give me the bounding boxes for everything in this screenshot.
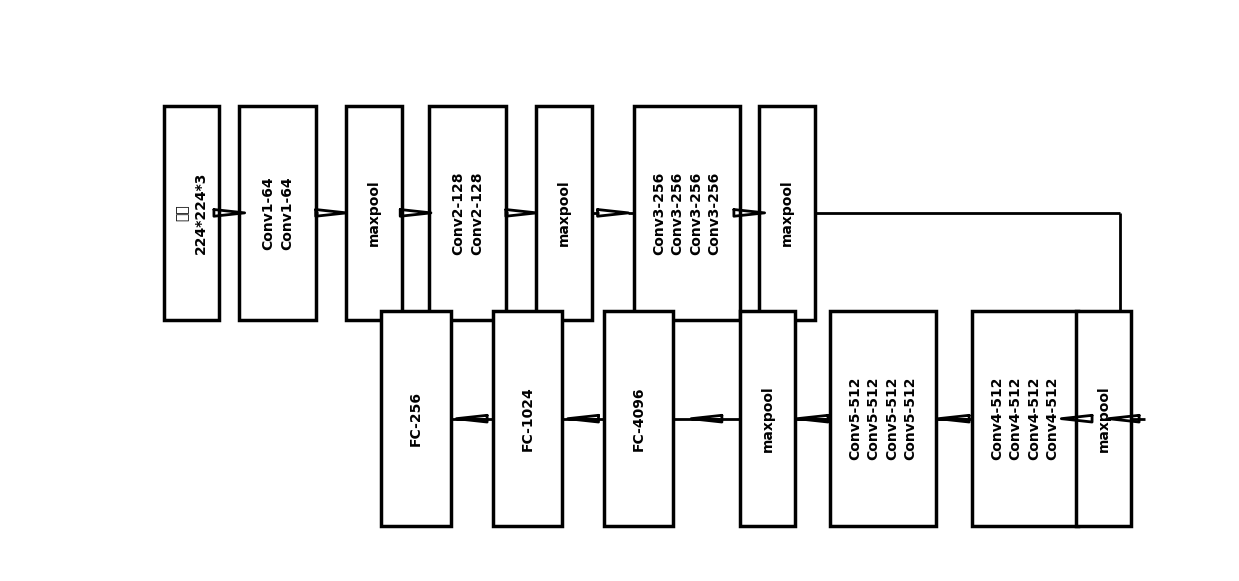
Text: FC-4096: FC-4096 xyxy=(632,386,646,451)
Text: maxpool: maxpool xyxy=(558,180,571,246)
Text: maxpool: maxpool xyxy=(1097,385,1110,452)
Bar xyxy=(758,106,814,320)
Bar xyxy=(1075,311,1131,526)
Bar xyxy=(605,311,674,526)
Bar xyxy=(973,311,1078,526)
Bar xyxy=(493,311,563,526)
Bar xyxy=(382,311,451,526)
Text: Conv4-512
Conv4-512
Conv4-512
Conv4-512: Conv4-512 Conv4-512 Conv4-512 Conv4-512 xyxy=(990,377,1059,460)
Bar xyxy=(164,106,219,320)
Text: maxpool: maxpool xyxy=(779,180,794,246)
Text: FC-1024: FC-1024 xyxy=(520,386,534,451)
Bar xyxy=(430,106,507,320)
Bar xyxy=(740,311,795,526)
Text: Conv2-128
Conv2-128: Conv2-128 Conv2-128 xyxy=(452,171,484,254)
Text: maxpool: maxpool xyxy=(761,385,774,452)
Bar xyxy=(346,106,401,320)
Bar xyxy=(536,106,592,320)
Text: 输入
224*224*3: 输入 224*224*3 xyxy=(175,172,208,254)
Bar xyxy=(239,106,316,320)
Text: Conv5-512
Conv5-512
Conv5-512
Conv5-512: Conv5-512 Conv5-512 Conv5-512 Conv5-512 xyxy=(849,377,917,460)
Bar xyxy=(830,311,935,526)
Text: maxpool: maxpool xyxy=(367,180,380,246)
Bar xyxy=(634,106,740,320)
Text: FC-256: FC-256 xyxy=(409,391,422,446)
Text: Conv1-64
Conv1-64: Conv1-64 Conv1-64 xyxy=(261,176,294,250)
Text: Conv3-256
Conv3-256
Conv3-256
Conv3-256: Conv3-256 Conv3-256 Conv3-256 Conv3-256 xyxy=(652,171,721,254)
